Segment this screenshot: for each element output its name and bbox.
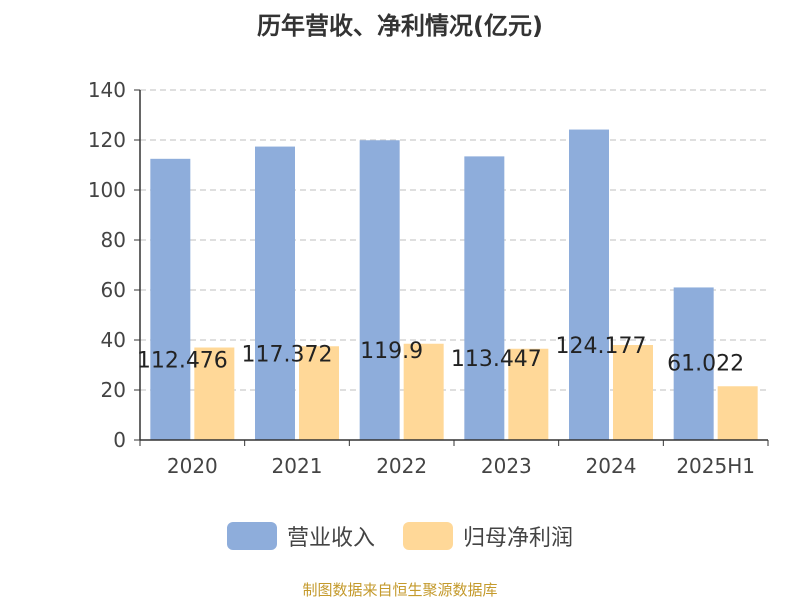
data-label-revenue: 119.9 (360, 339, 423, 364)
data-label-revenue: 61.022 (667, 351, 744, 376)
bar-revenue (255, 146, 295, 440)
x-tick-label: 2022 (376, 454, 427, 478)
data-label-revenue: 113.447 (451, 347, 542, 372)
bar-revenue (359, 140, 400, 440)
bar-revenue (464, 156, 505, 440)
y-tick-label: 40 (101, 328, 126, 352)
bar-net-profit (508, 348, 549, 440)
y-tick-label: 60 (101, 278, 126, 302)
legend-label-revenue: 营业收入 (286, 526, 375, 551)
y-tick-label: 0 (113, 428, 126, 452)
y-tick-label: 100 (88, 178, 126, 202)
bar-revenue (150, 158, 191, 440)
data-label-revenue: 112.476 (137, 348, 228, 373)
bar-revenue (673, 287, 714, 440)
x-tick-label: 2020 (167, 454, 218, 478)
legend: 营业收入 归母净利润 (0, 520, 800, 552)
bar-revenue (569, 129, 609, 440)
data-source-note: 制图数据来自恒生聚源数据库 (302, 581, 498, 599)
bar-net-profit (403, 343, 444, 440)
legend-item-revenue[interactable]: 营业收入 (226, 520, 375, 552)
x-tick-label: 2024 (586, 454, 637, 478)
bar-net-profit (194, 347, 235, 440)
legend-item-net-profit[interactable]: 归母净利润 (403, 520, 573, 552)
x-tick-label: 2021 (272, 454, 323, 478)
y-tick-label: 20 (101, 378, 126, 402)
chart-title: 历年营收、净利情况(亿元) (257, 12, 543, 40)
data-label-revenue: 124.177 (556, 334, 647, 359)
y-tick-label: 120 (88, 128, 126, 152)
x-tick-label: 2023 (481, 454, 532, 478)
y-tick-label: 80 (101, 228, 126, 252)
y-tick-label: 140 (88, 78, 126, 102)
data-label-revenue: 117.372 (242, 342, 333, 367)
bar-net-profit (717, 386, 758, 440)
legend-swatch-revenue (226, 522, 277, 550)
bar-net-profit (613, 345, 653, 440)
legend-label-net-profit: 归母净利润 (463, 526, 574, 551)
bar-net-profit (299, 346, 339, 440)
x-tick-label: 2025H1 (676, 454, 755, 478)
legend-swatch-net-profit (403, 522, 453, 550)
